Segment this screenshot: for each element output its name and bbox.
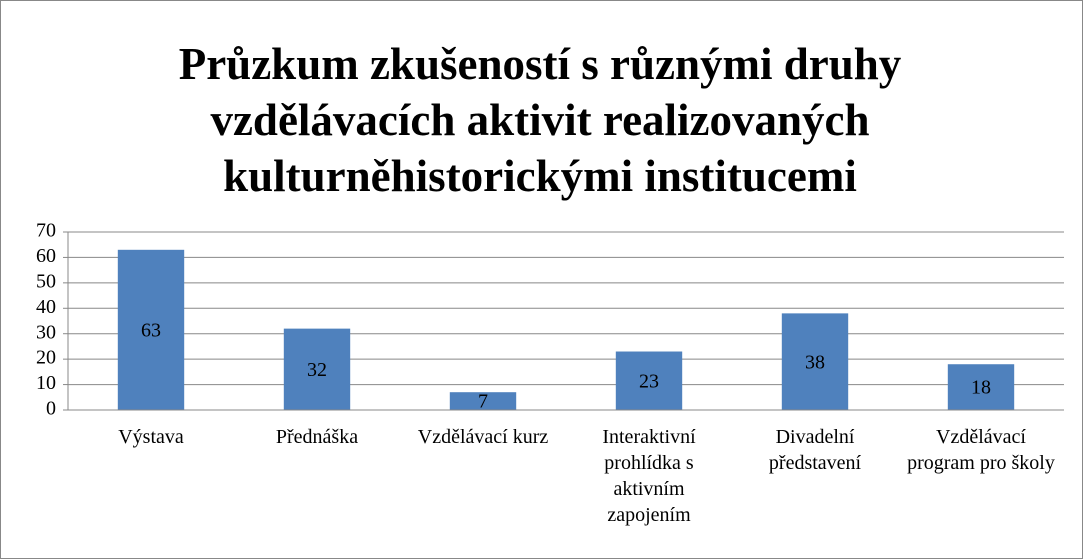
- y-tick-label: 30: [36, 321, 56, 343]
- data-label: 38: [805, 351, 825, 373]
- data-label: 32: [307, 359, 327, 381]
- x-tick-label: Vzdělávací program pro školy: [907, 426, 1055, 474]
- data-label: 18: [971, 377, 991, 399]
- y-tick-label: 60: [36, 245, 56, 267]
- bar: [947, 364, 1015, 410]
- y-tick-label: 20: [36, 347, 56, 369]
- y-tick-label: 70: [36, 220, 56, 242]
- data-label: 7: [478, 391, 488, 413]
- y-tick-label: 0: [46, 398, 56, 420]
- data-label: 63: [141, 319, 161, 341]
- x-tick-label: Interaktivní prohlídka s aktivním zapoje…: [602, 426, 696, 526]
- bar: [615, 351, 683, 410]
- bar: [117, 249, 185, 410]
- x-tick-label: Výstava: [118, 426, 184, 448]
- y-tick-label: 50: [36, 270, 56, 292]
- x-tick-label: Divadelní představení: [768, 426, 862, 474]
- x-tick-label: Přednáška: [275, 426, 359, 448]
- chart-title: Průzkum zkušeností s různými druhy vzděl…: [178, 39, 902, 201]
- x-tick-label: Vzdělávací kurz: [417, 426, 549, 448]
- bar: [781, 313, 849, 410]
- bar: [449, 392, 517, 410]
- y-tick-label: 40: [36, 296, 56, 318]
- bar: [283, 328, 351, 410]
- data-label: 23: [639, 370, 659, 392]
- y-tick-label: 10: [36, 372, 56, 394]
